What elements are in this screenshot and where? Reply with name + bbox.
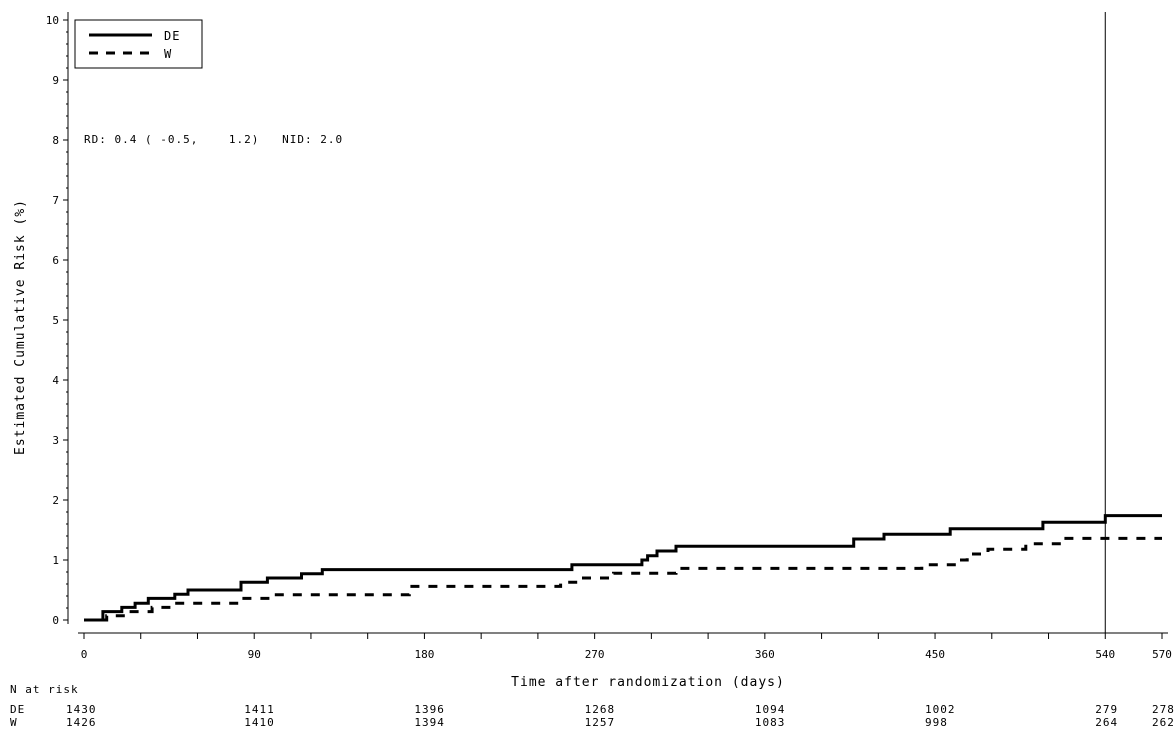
axes: 0 1 2 3 4 5 6 7 8 9 10 0 90 180 270 360 450 540 570	[46, 12, 1172, 661]
y-tick-label: 0	[52, 614, 59, 627]
risk-value-w: 1083	[755, 716, 786, 729]
y-tick-label: 10	[46, 14, 59, 27]
risk-value-de: 1268	[585, 703, 616, 716]
y-tick-label: 8	[52, 134, 59, 147]
risk-value-w: 262	[1152, 716, 1175, 729]
y-axis-title: Estimated Cumulative Risk (%)	[13, 199, 28, 455]
risk-value-de: 279	[1095, 703, 1118, 716]
legend-label-de: DE	[164, 29, 180, 43]
y-tick-label: 3	[52, 434, 59, 447]
x-tick-label: 0	[81, 648, 88, 661]
risk-value-w: 998	[925, 716, 948, 729]
y-tick-label: 9	[52, 74, 59, 87]
risk-value-w: 1257	[585, 716, 616, 729]
risk-row-label-w: W	[10, 716, 18, 729]
x-axis-title: Time after randomization (days)	[511, 675, 785, 690]
risk-value-de: 1094	[755, 703, 786, 716]
x-tick-label: 270	[585, 648, 605, 661]
series-w-line	[84, 536, 1162, 622]
x-tick-label: 450	[925, 648, 945, 661]
legend: DE W	[74, 19, 203, 69]
series-layer	[84, 514, 1162, 622]
risk-value-w: 1410	[244, 716, 274, 729]
risk-value-de: 1396	[414, 703, 445, 716]
x-tick-label: 570	[1152, 648, 1172, 661]
series-de-line	[84, 514, 1162, 622]
risk-difference-annotation: RD: 0.4 ( -0.5, 1.2) NID: 2.0	[84, 133, 343, 146]
risk-value-de: 1002	[925, 703, 956, 716]
y-tick-label: 6	[52, 254, 59, 267]
x-tick-label: 90	[248, 648, 261, 661]
risk-value-de: 278	[1152, 703, 1175, 716]
y-tick-label: 7	[52, 194, 59, 207]
y-tick-label: 5	[52, 314, 59, 327]
y-tick-label: 2	[52, 494, 59, 507]
risk-value-de: 1430	[66, 703, 97, 716]
x-tick-label: 540	[1095, 648, 1115, 661]
legend-box	[74, 19, 203, 69]
x-tick-label: 180	[414, 648, 434, 661]
number-at-risk-table: N at risk DE W 1430 1411 1396 1268 1094 1002 2…	[10, 683, 1175, 729]
risk-table-title: N at risk	[10, 683, 79, 696]
y-tick-label: 1	[52, 554, 59, 567]
y-tick-label: 4	[52, 374, 59, 387]
risk-value-de: 1411	[244, 703, 274, 716]
risk-value-w: 1394	[414, 716, 445, 729]
legend-label-w: W	[164, 47, 172, 61]
risk-row-label-de: DE	[10, 703, 25, 716]
risk-values: 1430 1411 1396 1268 1094 1002 279 278 1426 1410 13…	[66, 703, 1175, 729]
x-tick-label: 360	[755, 648, 775, 661]
risk-value-w: 1426	[66, 716, 97, 729]
risk-value-w: 264	[1095, 716, 1118, 729]
